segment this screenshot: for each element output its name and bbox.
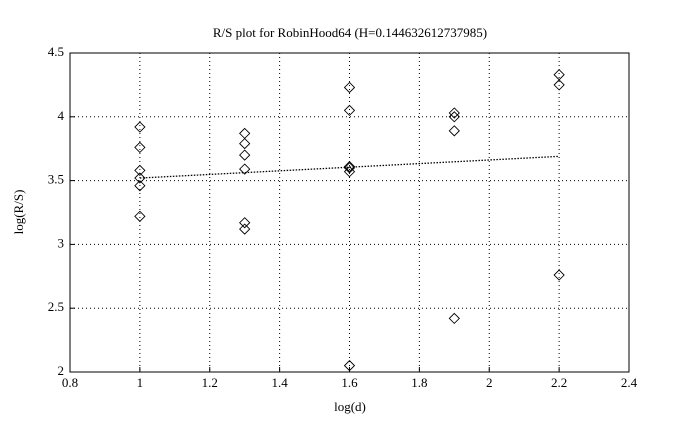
- data-point: [134, 121, 146, 133]
- data-point: [343, 104, 356, 117]
- data-point: [553, 69, 565, 81]
- y-tick-label: 3: [58, 235, 65, 250]
- x-tick-label: 2: [486, 375, 493, 390]
- y-tick-label: 3.5: [48, 172, 64, 187]
- data-point: [239, 149, 251, 161]
- data-point: [239, 137, 251, 150]
- data-point: [134, 180, 146, 192]
- data-point: [239, 223, 251, 235]
- data-point: [343, 160, 356, 173]
- y-tick-label: 2: [58, 363, 65, 378]
- data-point: [553, 269, 565, 281]
- data-point: [134, 141, 146, 154]
- x-tick-label: 2.2: [551, 375, 567, 390]
- data-point: [448, 107, 460, 119]
- data-point: [134, 164, 146, 177]
- data-point: [448, 312, 460, 325]
- x-tick-label: 1.8: [411, 375, 427, 390]
- data-point: [343, 166, 356, 178]
- data-point: [239, 163, 251, 175]
- x-tick-label: 1.6: [341, 375, 358, 390]
- fit-line: [139, 155, 560, 179]
- data-point: [134, 210, 146, 222]
- x-tick-label: 2.4: [621, 375, 638, 390]
- data-point: [343, 162, 356, 174]
- data-point: [553, 79, 565, 91]
- y-axis-label: log(R/S): [11, 190, 26, 235]
- x-tick-label: 1.2: [202, 375, 218, 390]
- y-tick-label: 4: [58, 108, 65, 123]
- x-axis-label: log(d): [334, 399, 366, 414]
- x-tick-label: 1.4: [272, 375, 289, 390]
- data-point: [343, 359, 356, 372]
- x-tick-label: 1: [137, 375, 144, 390]
- x-tick-label: 0.8: [62, 375, 78, 390]
- data-point: [239, 127, 251, 140]
- y-tick-label: 4.5: [48, 44, 64, 59]
- data-point: [134, 172, 146, 184]
- data-point: [343, 81, 356, 94]
- chart-title: R/S plot for RobinHood64 (H=0.1446326127…: [213, 25, 487, 40]
- data-point: [239, 217, 251, 229]
- y-tick-label: 2.5: [48, 299, 64, 314]
- plot-frame: [69, 52, 630, 373]
- data-point: [448, 125, 460, 137]
- data-point: [448, 111, 460, 123]
